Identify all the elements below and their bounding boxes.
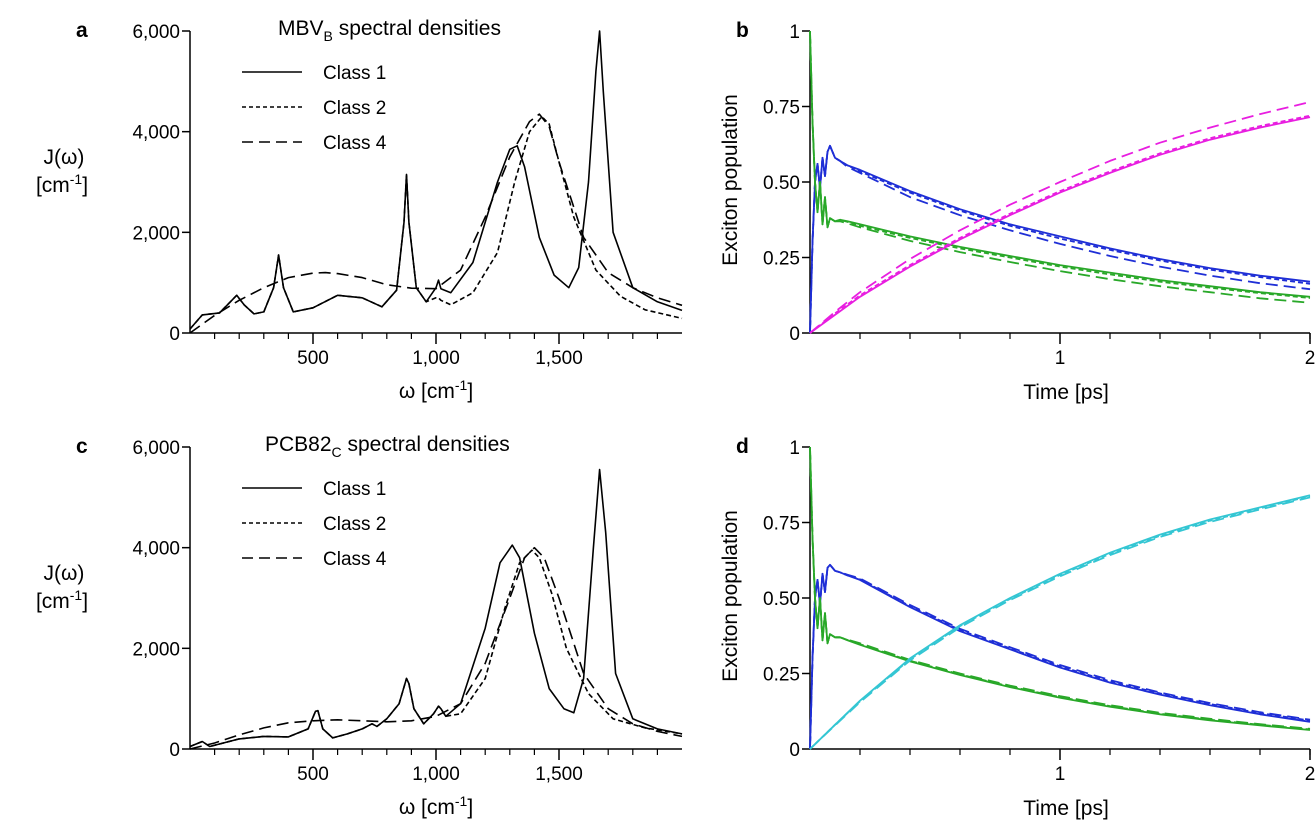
x-tick-label: 1,500 [535,348,583,369]
y-tick-label: 1 [789,22,800,43]
series-line-class-2 [189,549,683,748]
y-tick-label: 0 [169,324,180,345]
series-line-blue-solid [809,144,1311,334]
series-line-class-1 [189,468,683,748]
x-axis-label: ω [cm-1] [399,793,473,819]
x-tick-label: 1,000 [412,348,460,369]
panel-letter: c [76,435,88,458]
series-line-class-4 [189,113,683,334]
x-tick-label: 1 [1055,348,1066,369]
title-rest: spectral densities [342,433,510,456]
series-line-blue-long [809,144,1311,334]
x-axis-label: Time [ps] [1023,797,1109,820]
title-subscript: B [324,28,333,44]
y-axis-label-line2: [cm-1] [36,587,88,613]
y-axis-label-line2: [cm-1] [36,171,88,197]
title-main: MBV [278,17,324,40]
panel-a: a MBVB spectral densities J(ω) [cm-1] ω … [36,17,683,403]
legend-label-class-4: Class 4 [323,549,387,570]
x-tick-label: 1,000 [412,764,460,785]
legend-label-class-1: Class 1 [323,63,386,84]
panel-letter: a [76,19,88,42]
y-tick-label: 4,000 [132,123,180,144]
series-line-class-4 [189,546,683,750]
chart-title: MBVB spectral densities [278,17,501,44]
y-axis-label-line1: J(ω) [44,146,85,169]
series-line-green-long [809,446,1311,730]
y-tick-label: 0 [789,324,800,345]
y-tick-label: 0.25 [763,249,800,270]
series-line-green-short [809,446,1311,731]
series-line-green-long [809,30,1311,304]
x-tick-label: 500 [297,764,329,785]
y-tick-label: 0 [169,740,180,761]
chart-title: PCB82C spectral densities [265,433,510,460]
y-tick-label: 0.75 [763,98,800,119]
series-line-blue-long [809,563,1311,750]
y-tick-label: 0.50 [763,173,800,194]
panel-d: d Exciton population Time [ps] 1 2 0 0.25 0.… [719,435,1315,820]
legend-label-class-2: Class 2 [323,98,386,119]
series-line-blue-short [809,144,1311,334]
legend: Class 1 Class 2 Class 4 [242,479,387,570]
y-axis-label: Exciton population [719,94,742,266]
series-line-cyan-short [809,495,1311,750]
y-tick-label: 0 [789,740,800,761]
y-tick-label: 2,000 [132,223,180,244]
panel-c: c PCB82C spectral densities J(ω) [cm-1] … [36,433,683,819]
x-tick-label: 2 [1305,764,1316,785]
x-axis-label: ω [cm-1] [399,377,473,403]
y-tick-label: 1 [789,438,800,459]
legend: Class 1 Class 2 Class 4 [242,63,387,154]
panel-b: b Exciton population Time [ps] 1 2 0 0.25 0.… [719,19,1315,404]
legend-label-class-1: Class 1 [323,479,386,500]
y-axis-label: Exciton population [719,510,742,682]
series-line-class-1 [189,30,683,330]
panel-letter: b [736,19,749,42]
y-tick-label: 6,000 [132,438,180,459]
series-line-green-solid [809,30,1311,298]
y-tick-label: 2,000 [132,639,180,660]
y-tick-label: 0.50 [763,589,800,610]
x-tick-label: 2 [1305,348,1316,369]
title-main: PCB82 [265,433,332,456]
series-line-green-solid [809,446,1311,731]
x-tick-label: 1,500 [535,764,583,785]
legend-label-class-4: Class 4 [323,133,387,154]
legend-label-class-2: Class 2 [323,514,386,535]
series-line-magenta-solid [809,116,1311,334]
series-line-blue-short [809,563,1311,750]
series-line-green-short [809,30,1311,299]
y-tick-label: 6,000 [132,22,180,43]
x-axis-label: Time [ps] [1023,381,1109,404]
series-line-class-2 [189,115,683,330]
y-tick-label: 4,000 [132,539,180,560]
series-line-cyan-long [809,496,1311,750]
x-tick-label: 500 [297,348,329,369]
series-line-magenta-long [809,101,1311,334]
x-tick-label: 1 [1055,764,1066,785]
series-line-magenta-short [809,114,1311,334]
y-tick-label: 0.25 [763,665,800,686]
title-subscript: C [332,444,342,460]
y-axis-label-line1: J(ω) [44,562,85,585]
y-tick-label: 0.75 [763,514,800,535]
panel-letter: d [736,435,749,458]
title-rest: spectral densities [333,17,501,40]
series-line-cyan-solid [809,494,1311,750]
